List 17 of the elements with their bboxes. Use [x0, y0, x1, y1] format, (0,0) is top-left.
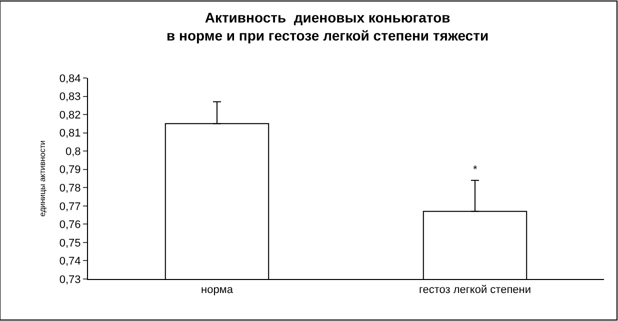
y-tick-label: 0,84	[59, 72, 81, 85]
y-tick-label: 0,76	[59, 219, 81, 232]
annotation: *	[473, 164, 478, 176]
y-tick-label: 0,78	[59, 182, 81, 194]
y-tick-label: 0,73	[59, 274, 81, 286]
y-tick-label: 0,74	[59, 256, 81, 268]
chart-title: Активность диеновых коньюгатов в норме и при гестозе легкой степени тяжести	[166, 9, 489, 44]
x-tick-label: норма	[201, 284, 234, 296]
y-tick-label: 0,8	[66, 146, 81, 158]
y-tick-label: 0,82	[59, 109, 81, 122]
x-tick-label: гестоз легкой степени	[418, 284, 532, 296]
y-tick-label: 0,81	[59, 128, 81, 140]
y-tick-label: 0,83	[59, 91, 81, 104]
y-tick-label: 0,77	[59, 200, 81, 213]
y-axis-title: единицы активности	[38, 140, 48, 217]
y-tick-label: 0,79	[59, 164, 81, 176]
y-tick-label: 0,75	[59, 237, 81, 250]
